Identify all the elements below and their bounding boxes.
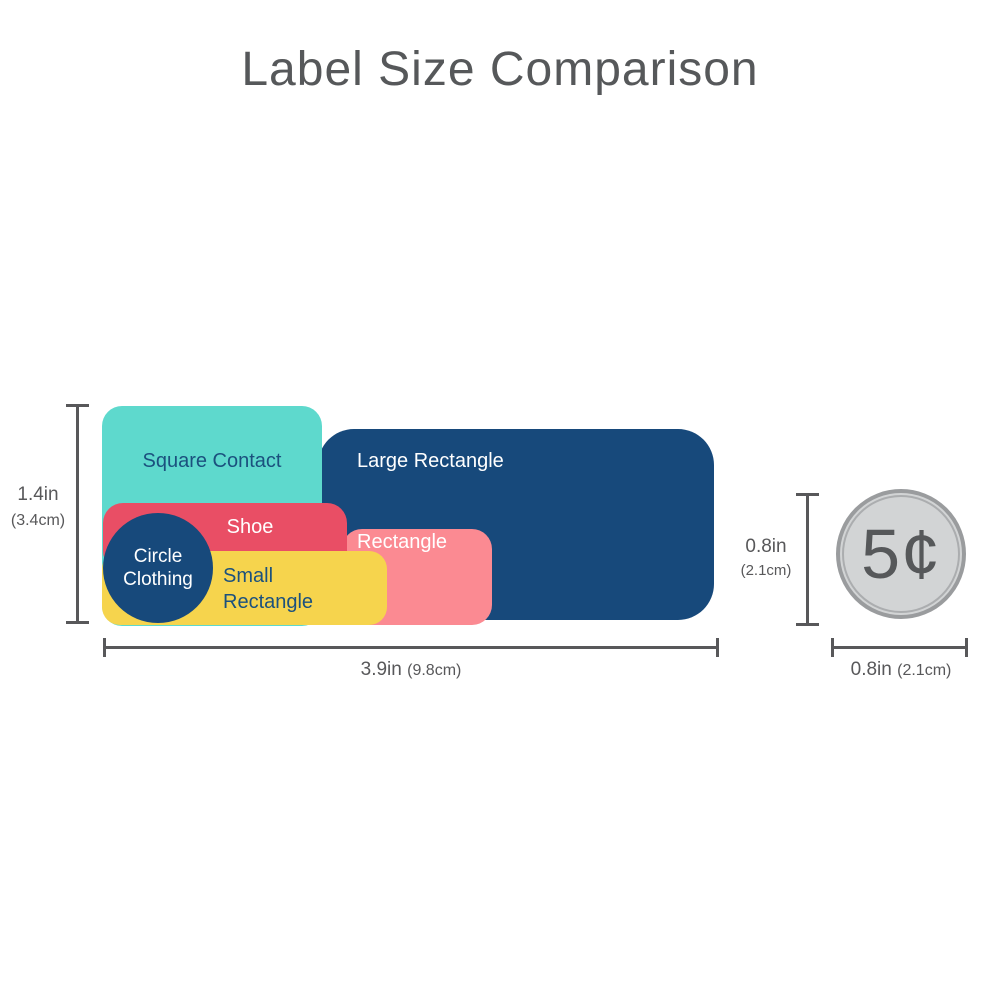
- height-inches-text: 1.4in: [17, 484, 59, 505]
- coin-value-text: 5¢: [861, 515, 941, 593]
- square-contact-label-text: Square Contact: [142, 450, 282, 472]
- coin-height-cm-text: (2.1cm): [740, 562, 792, 579]
- small-rectangle-label-text: Small Rectangle: [223, 565, 314, 613]
- height-dimension-cap-top: [66, 404, 89, 407]
- coin-width-dimension-label: 0.8in (2.1cm): [806, 659, 996, 682]
- width-inches-text: 3.9in: [360, 659, 402, 680]
- height-dimension-line: [76, 405, 79, 623]
- coin-height-dimension-label: 0.8in (2.1cm): [731, 536, 801, 580]
- page-title: Label Size Comparison: [241, 43, 759, 96]
- coin-width-dimension-cap-left: [831, 638, 834, 657]
- coin-height-dimension-cap-bottom: [796, 623, 819, 626]
- width-dimension-cap-left: [103, 638, 106, 657]
- height-dimension-label: 1.4in (3.4cm): [2, 484, 74, 530]
- shoe-label-text: Shoe: [226, 516, 274, 538]
- rectangle-label-text: Rectangle: [357, 531, 448, 553]
- height-dimension-cap-bottom: [66, 621, 89, 624]
- circle-clothing-label: Circle Clothing: [103, 513, 213, 623]
- large-rectangle-label-text: Large Rectangle: [357, 450, 504, 472]
- coin-height-dimension-line: [806, 494, 809, 626]
- width-dimension-cap-right: [716, 638, 719, 657]
- coin-height-inches-text: 0.8in: [745, 536, 787, 557]
- width-dimension-line: [103, 646, 719, 649]
- width-cm-text: (9.8cm): [407, 662, 462, 679]
- coin-width-dimension-cap-right: [965, 638, 968, 657]
- coin-width-dimension-line: [832, 646, 968, 649]
- nickel-coin-graphic: 5¢: [836, 489, 966, 619]
- coin-width-cm-text: (2.1cm): [897, 662, 952, 679]
- height-cm-text: (3.4cm): [10, 512, 66, 529]
- coin-inner-ring: [842, 495, 960, 613]
- coin-width-inches-text: 0.8in: [850, 659, 892, 680]
- width-dimension-label: 3.9in (9.8cm): [103, 659, 719, 682]
- coin-height-dimension-cap-top: [796, 493, 819, 496]
- circle-clothing-label-text: Circle Clothing: [123, 546, 193, 590]
